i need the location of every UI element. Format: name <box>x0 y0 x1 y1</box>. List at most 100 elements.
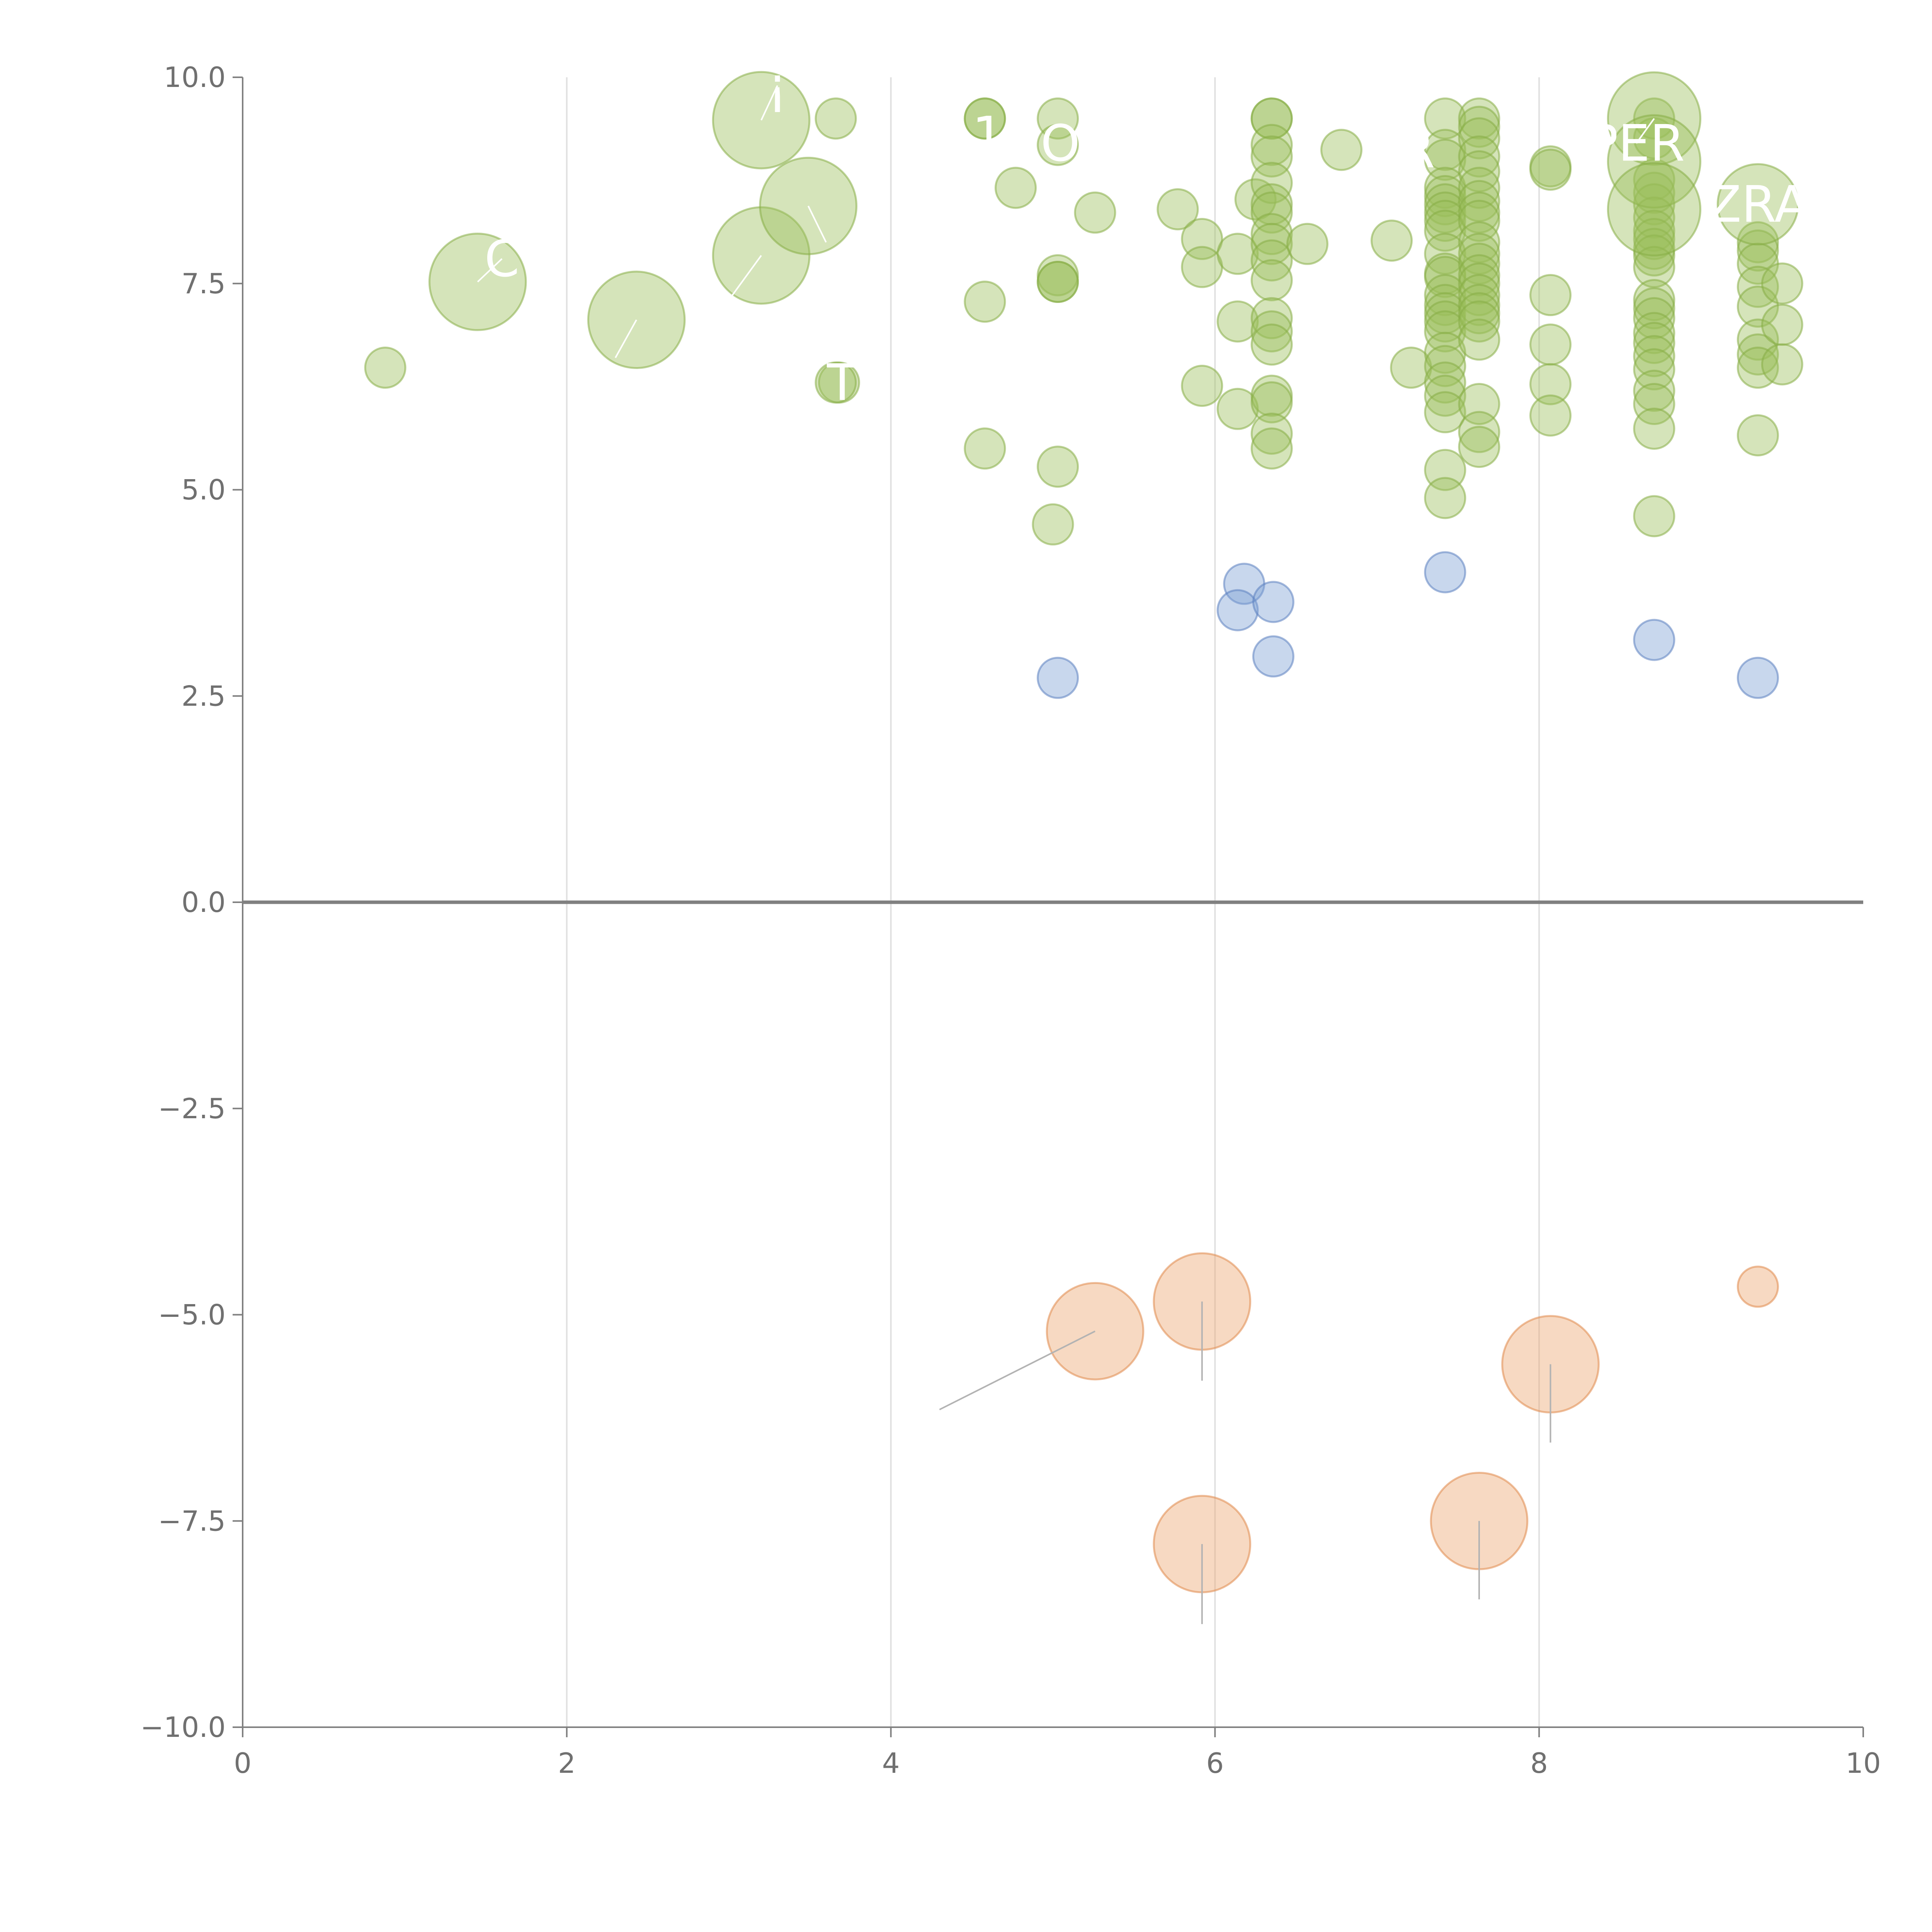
green-data-point <box>1633 172 1675 214</box>
green-data-point <box>1037 260 1079 303</box>
green-data-point <box>1458 199 1500 242</box>
green-data-point <box>1424 345 1466 387</box>
green-data-point <box>964 97 1006 140</box>
x-tick-label: 2 <box>558 1747 576 1779</box>
green-data-point <box>1633 369 1675 412</box>
y-tick-label: −7.5 <box>158 1505 226 1537</box>
y-tick-label: −2.5 <box>158 1092 226 1125</box>
green-data-point <box>1633 408 1675 450</box>
point-labels: C ¡ T 1 IO D R PER ZRA <box>477 56 1809 1624</box>
green-data-point <box>1250 191 1293 234</box>
x-tick-label: 0 <box>234 1747 252 1779</box>
data-point-label: ZRA <box>1707 175 1809 234</box>
leader-line <box>614 319 637 358</box>
green-large-data-point <box>1607 114 1702 209</box>
green-data-point <box>364 347 406 389</box>
green-data-point <box>1458 150 1500 192</box>
green-data-point <box>1458 221 1500 264</box>
green-data-point <box>1074 191 1116 234</box>
x-tick-label: 10 <box>1845 1747 1881 1779</box>
green-data-point <box>1736 229 1779 272</box>
orange-data-point <box>1736 1265 1779 1308</box>
green-data-point <box>1250 427 1293 470</box>
green-data-point <box>1424 97 1466 140</box>
green-large-data-point <box>1716 163 1799 246</box>
green-data-point <box>1037 124 1079 166</box>
leader-line <box>807 206 827 243</box>
green-data-point <box>1633 312 1675 354</box>
green-data-point <box>1424 391 1466 434</box>
data-point-label: IO <box>1026 114 1080 173</box>
green-data-point <box>1633 158 1675 201</box>
blue-data-point <box>1252 635 1294 678</box>
green-data-point <box>1529 323 1572 366</box>
green-data-point <box>1250 223 1293 265</box>
green-data-point <box>1250 323 1293 366</box>
data-point-label: PER <box>1588 114 1685 173</box>
green-data-point <box>1250 412 1293 455</box>
green-data-point <box>1458 425 1500 468</box>
green-data-point <box>1250 381 1293 423</box>
x-tick-label: 8 <box>1530 1747 1548 1779</box>
green-data-point <box>1424 374 1466 417</box>
data-point-label: T <box>827 353 858 412</box>
green-data-point <box>1371 219 1413 262</box>
green-data-point <box>1216 300 1259 343</box>
green-data-point <box>815 97 857 140</box>
x-tick-label: 6 <box>1206 1747 1224 1779</box>
green-data-point <box>1424 300 1466 343</box>
green-data-point <box>1458 105 1500 148</box>
green-data-point <box>1633 383 1675 425</box>
green-data-point <box>995 167 1037 209</box>
green-data-point <box>964 281 1006 323</box>
green-data-point <box>1458 318 1500 361</box>
green-data-point <box>1156 188 1199 231</box>
green-large-data-point <box>1607 162 1702 257</box>
green-data-point <box>1286 223 1328 265</box>
green-data-point <box>1458 135 1500 178</box>
y-tick-label: −5.0 <box>158 1299 226 1331</box>
blue-data-point <box>1633 619 1675 661</box>
green-data-point <box>1529 394 1572 437</box>
green-data-point <box>1736 333 1779 376</box>
green-data-point <box>1250 162 1293 204</box>
green-data-point <box>964 427 1006 470</box>
blue-data-point <box>1252 581 1294 623</box>
blue-data-point <box>1736 656 1779 699</box>
green-data-point <box>1032 503 1074 546</box>
axes: 10.0 7.5 5.0 2.5 0.0 −2.5 −5.0 −7.5 −10.00 2 4 6 8 10 <box>140 61 1881 1779</box>
green-data-point <box>1424 199 1466 242</box>
x-tick-label: 4 <box>882 1747 900 1779</box>
green-data-point <box>1216 233 1259 275</box>
data-point-label: R <box>1400 121 1435 179</box>
blue-data-point <box>1424 551 1466 594</box>
y-tick-label: 5.0 <box>181 474 226 506</box>
green-data-point <box>1633 495 1675 537</box>
blue-data-point <box>1037 656 1079 699</box>
green-data-point <box>1529 363 1572 405</box>
green-data-point <box>1458 117 1500 160</box>
green-data-point <box>1633 348 1675 391</box>
green-data-point <box>1761 343 1803 386</box>
green-data-point <box>1458 300 1500 343</box>
data-point-label: ¡ <box>767 56 787 115</box>
green-data-point <box>1761 304 1803 346</box>
data-points <box>364 71 1803 1594</box>
y-tick-label: 7.5 <box>181 267 226 300</box>
green-data-point <box>1424 209 1466 252</box>
green-large-data-point <box>815 361 857 404</box>
green-data-point <box>1181 364 1223 407</box>
green-data-point <box>1458 411 1500 453</box>
green-data-point <box>1458 233 1500 275</box>
green-data-point <box>1633 117 1675 160</box>
green-data-point <box>1424 310 1466 353</box>
leader-line <box>939 1330 1095 1410</box>
green-data-point <box>1424 361 1466 404</box>
y-tick-label: −10.0 <box>140 1711 226 1743</box>
y-tick-label: 2.5 <box>181 680 226 712</box>
green-data-point <box>1761 262 1803 305</box>
y-tick-label: 0.0 <box>181 886 226 918</box>
green-data-point <box>1529 274 1572 316</box>
green-data-point <box>1424 477 1466 519</box>
green-data-point <box>1250 124 1293 166</box>
